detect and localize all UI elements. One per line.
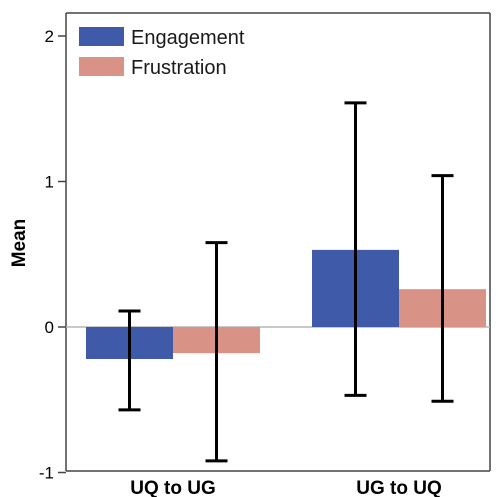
legend-label-frustration: Frustration [131,57,227,79]
y-axis-ticks: -1 0 1 2 [39,27,66,483]
legend-label-engagement: Engagement [131,27,245,49]
y-tick-label: -1 [39,464,54,483]
x-category-label: UQ to UG [130,478,216,497]
legend: Engagement Frustration [79,27,245,79]
y-tick-label: 0 [45,318,54,337]
x-category-label: UG to UQ [356,478,442,497]
y-tick-label: 1 [45,173,54,192]
bars [86,249,486,360]
error-bars [118,101,454,463]
legend-swatch-engagement [79,27,124,46]
y-axis-title: Mean [9,219,30,268]
legend-swatch-frustration [79,57,124,76]
x-axis-labels: UQ to UG UG to UQ [130,478,442,497]
y-tick-label: 2 [45,27,54,46]
